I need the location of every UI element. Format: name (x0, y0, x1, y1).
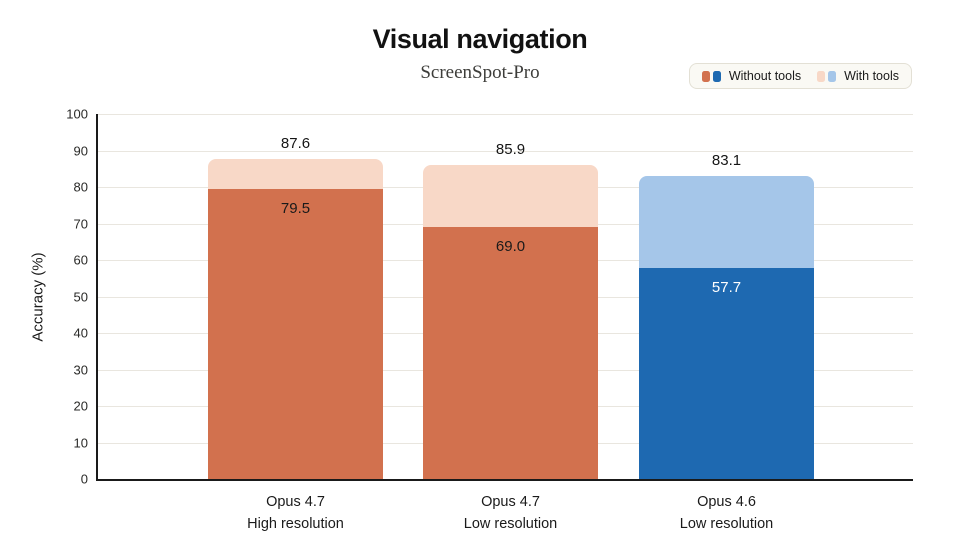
bar-value-with-tools: 83.1 (711, 151, 742, 169)
legend-swatch-orange-icon (701, 70, 710, 82)
y-tick-label: 10 (73, 435, 88, 450)
legend-label-without-tools: Without tools (728, 69, 802, 83)
y-tick-label: 70 (73, 216, 88, 231)
bar-value-with-tools: 85.9 (495, 141, 526, 159)
bar-segment-without-tools: 57.7 (639, 268, 814, 479)
stacked-bar: 79.5 87.6 (208, 135, 383, 479)
x-category-label: Opus 4.6 Low resolution (679, 494, 774, 533)
y-tick-label: 50 (73, 289, 88, 304)
bar-segment-without-tools: 69.0 (423, 227, 598, 479)
y-tick-label: 80 (73, 179, 88, 195)
y-axis-title: Accuracy (%) (29, 252, 47, 342)
gridline (98, 114, 913, 115)
y-tick-label: 30 (73, 362, 88, 377)
legend-swatch-light-blue-icon (828, 70, 837, 82)
gridline (98, 150, 913, 152)
y-tick-label: 0 (80, 471, 88, 487)
legend-swatch-dark-blue-icon (712, 70, 721, 82)
stacked-bar: 57.7 83.1 (639, 152, 814, 479)
bar-value-with-tools: 87.6 (280, 135, 311, 153)
x-category-label: Opus 4.7 Low resolution (463, 494, 558, 533)
legend-item-without-tools: Without tools (701, 69, 802, 83)
y-tick-label: 60 (73, 252, 88, 268)
y-tick-label: 40 (73, 325, 88, 341)
plot-area: 0 10 20 30 40 50 60 70 80 90 100 79.5 87.6 Opus 4.7 H… (66, 107, 913, 532)
legend-item-with-tools: With tools (817, 69, 899, 83)
bar-value-without-tools: 69.0 (495, 238, 526, 256)
legend-swatch-light-pink-icon (817, 70, 826, 82)
y-tick-label: 100 (66, 106, 88, 122)
stacked-bar: 69.0 85.9 (423, 141, 598, 479)
y-tick-label: 90 (73, 143, 88, 158)
bar-value-without-tools: 57.7 (711, 279, 742, 297)
bar-value-without-tools: 79.5 (280, 199, 311, 217)
bar-segment-without-tools: 79.5 (208, 188, 383, 479)
legend: Without tools With tools (688, 63, 912, 89)
chart-title: Visual navigation (372, 24, 588, 54)
x-category-label: Opus 4.7 High resolution (247, 494, 344, 533)
chart-subtitle: ScreenSpot-Pro (420, 62, 540, 83)
y-tick-label: 20 (73, 398, 88, 414)
legend-label-with-tools: With tools (844, 69, 899, 83)
